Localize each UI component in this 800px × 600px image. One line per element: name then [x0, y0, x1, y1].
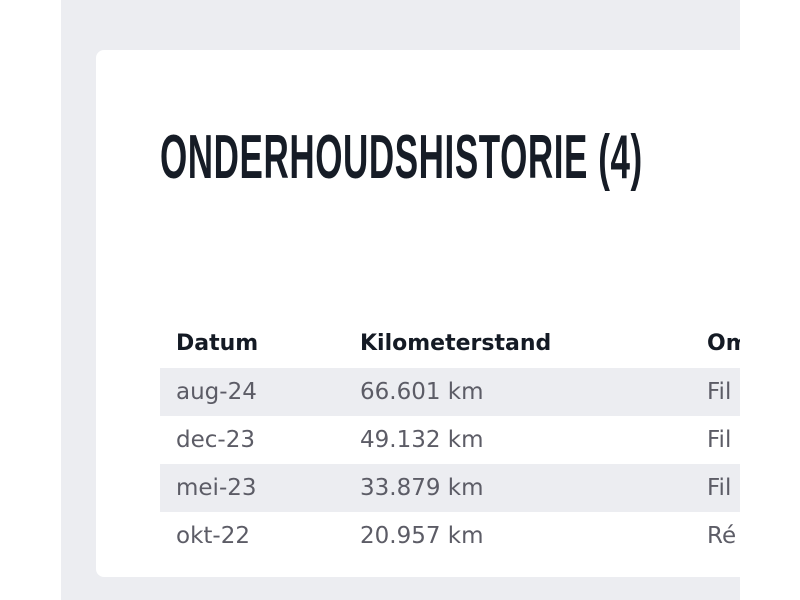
description-cell: Fil	[707, 379, 732, 405]
description-cell: Fil	[707, 475, 732, 501]
table-header: Datum Kilometerstand Om	[160, 320, 740, 368]
maintenance-history-card: ONDERHOUDSHISTORIE (4) Datum Kilometerst…	[96, 50, 740, 577]
section-title: ONDERHOUDSHISTORIE (4)	[160, 123, 643, 192]
table-row: mei-23 33.879 km Fil	[160, 464, 740, 512]
date-cell: mei-23	[176, 475, 257, 501]
header-mileage: Kilometerstand	[360, 331, 552, 356]
maintenance-table: Datum Kilometerstand Om aug-24 66.601 km…	[160, 320, 740, 560]
mileage-cell: 49.132 km	[360, 427, 484, 453]
description-cell: Fil	[707, 427, 732, 453]
date-cell: aug-24	[176, 379, 257, 405]
mileage-cell: 20.957 km	[360, 523, 484, 549]
mileage-cell: 33.879 km	[360, 475, 484, 501]
table-row: aug-24 66.601 km Fil	[160, 368, 740, 416]
description-cell: Ré	[707, 523, 737, 549]
table-row: okt-22 20.957 km Ré	[160, 512, 740, 560]
table-row: dec-23 49.132 km Fil	[160, 416, 740, 464]
date-cell: dec-23	[176, 427, 255, 453]
date-cell: okt-22	[176, 523, 250, 549]
header-description: Om	[707, 331, 740, 356]
page-background: ONDERHOUDSHISTORIE (4) Datum Kilometerst…	[61, 0, 740, 600]
header-date: Datum	[176, 331, 259, 356]
mileage-cell: 66.601 km	[360, 379, 484, 405]
